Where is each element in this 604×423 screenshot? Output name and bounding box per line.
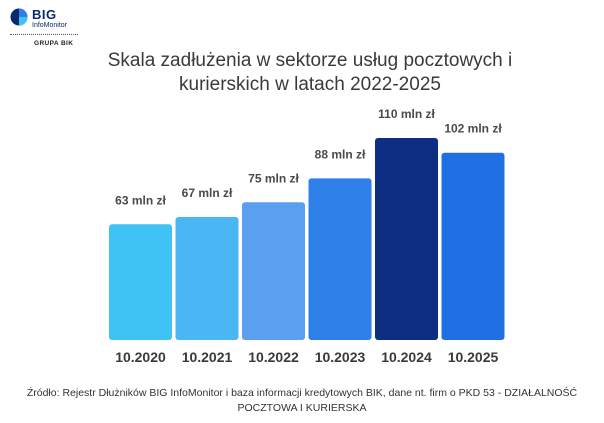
bar-10.2020 — [109, 224, 172, 340]
logo-divider — [10, 34, 78, 35]
source-line-2: POCZTOWA I KURIERSKA — [237, 402, 367, 414]
data-label-10.2022: 75 mln zł — [248, 171, 299, 185]
bar-10.2022 — [242, 202, 305, 340]
category-label-10.2025: 10.2025 — [448, 349, 499, 365]
bar-10.2021 — [175, 216, 239, 340]
data-label-10.2025: 102 mln zł — [444, 122, 502, 136]
category-label-10.2020: 10.2020 — [115, 349, 166, 365]
data-label-10.2024: 110 mln zł — [378, 107, 435, 121]
data-label-10.2023: 88 mln zł — [315, 147, 366, 161]
chart-title: Skala zadłużenia w sektorze usług poczto… — [107, 50, 513, 95]
source-line-1: Źródło: Rejestr Dłużników BIG InfoMonito… — [26, 387, 578, 399]
category-label-10.2021: 10.2021 — [182, 349, 233, 365]
logo-subtitle: InfoMonitor — [32, 22, 68, 29]
data-label-10.2020: 63 mln zł — [115, 193, 166, 207]
category-label-10.2024: 10.2024 — [381, 349, 432, 365]
category-label-10.2022: 10.2022 — [248, 349, 299, 365]
logo-circle-icon — [10, 8, 28, 26]
category-label-10.2023: 10.2023 — [315, 349, 366, 365]
source-note: Źródło: Rejestr Dłużników BIG InfoMonito… — [0, 386, 604, 416]
logo-brand: BIG — [32, 7, 57, 22]
bar-10.2025 — [441, 152, 505, 340]
bar-10.2023 — [308, 178, 372, 340]
data-label-10.2021: 67 mln zł — [182, 186, 233, 200]
big-infomonitor-logo: BIG InfoMonitor GRUPA BIK — [10, 6, 86, 52]
bar-10.2024 — [375, 138, 438, 340]
logo-group-name: GRUPA BIK — [34, 40, 74, 47]
